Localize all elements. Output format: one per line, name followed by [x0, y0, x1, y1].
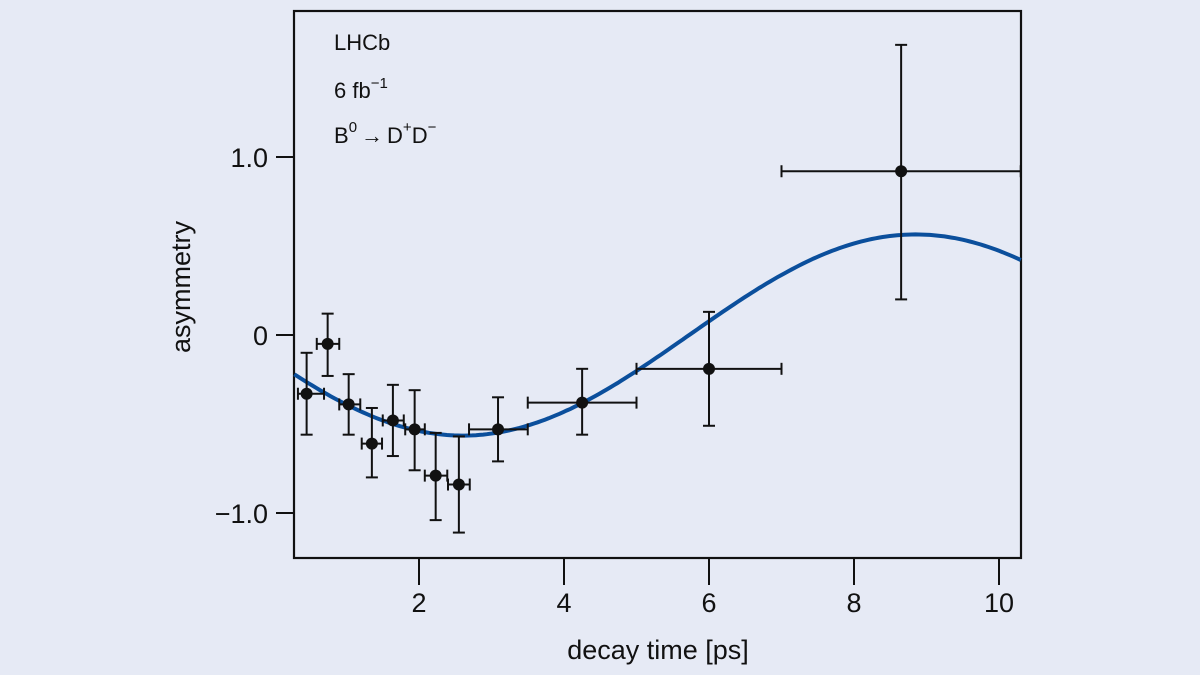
data-point [338, 373, 362, 436]
data-point [296, 351, 326, 436]
data-marker [429, 469, 442, 482]
data-marker [408, 423, 421, 436]
data-point [423, 431, 449, 522]
y-tick-label: 1.0 [230, 143, 268, 173]
y-tick-label: −1.0 [215, 499, 268, 529]
x-tick-label: 10 [984, 588, 1014, 618]
data-marker [452, 478, 465, 491]
data-marker [386, 414, 399, 427]
experiment-label: LHCb [334, 30, 390, 55]
data-point [360, 406, 384, 479]
data-point [404, 389, 426, 472]
data-point [635, 310, 783, 427]
x-tick-label: 6 [701, 588, 716, 618]
data-marker [703, 362, 715, 375]
data-marker [300, 387, 313, 400]
data-point [315, 312, 341, 377]
y-tick-label: 0 [253, 321, 268, 351]
data-point [381, 383, 405, 458]
x-tick-label: 8 [846, 588, 861, 618]
y-axis-ticks: 1.0 0 −1.0 [215, 143, 294, 529]
data-marker [342, 398, 355, 411]
data-points [296, 43, 1022, 534]
x-axis-ticks: 2 4 6 8 10 [411, 558, 1014, 618]
data-point [526, 367, 638, 436]
data-point [447, 435, 471, 534]
y-axis-title: asymmetry [166, 221, 196, 354]
decay-label: B0 → D+D− [334, 119, 437, 148]
data-point [780, 43, 1022, 301]
luminosity-label: 6 fb−1 [334, 75, 388, 103]
x-tick-label: 4 [556, 588, 571, 618]
plot-frame [292, 9, 1023, 560]
x-tick-label: 2 [411, 588, 426, 618]
data-marker [492, 423, 505, 436]
data-marker [321, 337, 334, 350]
fit-curve [293, 232, 1022, 438]
data-point [468, 396, 529, 463]
data-marker [576, 396, 589, 409]
x-axis-title: decay time [ps] [567, 635, 749, 665]
data-marker [895, 165, 908, 178]
data-marker [365, 437, 378, 450]
